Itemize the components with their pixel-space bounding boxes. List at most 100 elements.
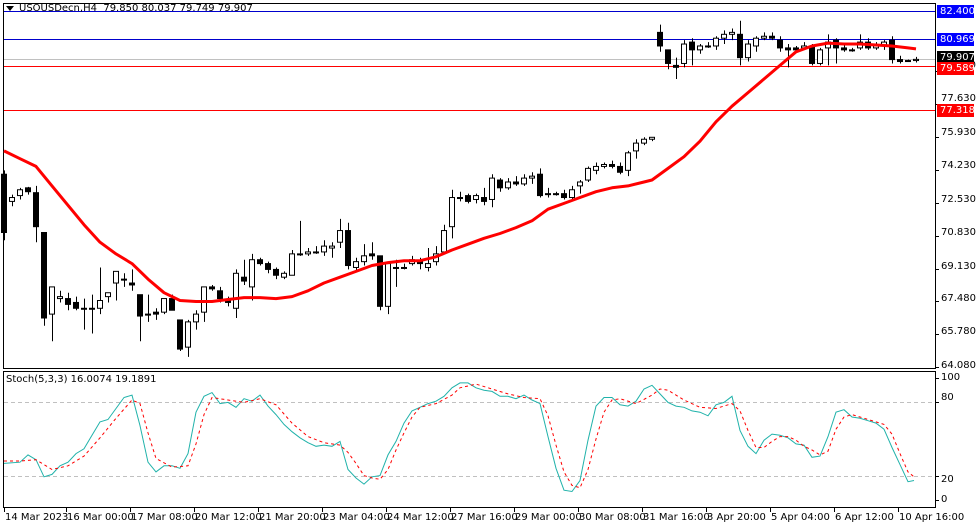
bullish-candle — [601, 163, 607, 167]
bearish-candle — [777, 39, 783, 49]
bearish-candle — [537, 173, 543, 197]
bullish-candle — [521, 177, 527, 185]
bullish-candle — [289, 253, 295, 276]
bullish-candle — [569, 189, 575, 199]
bearish-candle — [689, 41, 695, 51]
bullish-candle — [321, 245, 327, 253]
bullish-candle — [313, 251, 319, 254]
bullish-candle — [721, 33, 727, 39]
bullish-candle — [281, 272, 287, 278]
bearish-candle — [793, 47, 799, 51]
price-tick: 70.830 — [941, 227, 976, 238]
bullish-candle — [17, 189, 23, 197]
price-tick: 64.080 — [941, 360, 976, 371]
bullish-candle — [529, 175, 535, 179]
bullish-candle — [361, 255, 367, 263]
bullish-candle — [337, 230, 343, 243]
bearish-candle — [257, 259, 263, 265]
bearish-candle — [1, 173, 7, 234]
bearish-candle — [265, 263, 271, 270]
bullish-candle — [681, 43, 687, 64]
bullish-candle — [489, 177, 495, 200]
price-tick: 75.930 — [941, 127, 976, 138]
bullish-candle — [649, 136, 655, 140]
bullish-candle — [113, 270, 119, 284]
bullish-candle — [553, 193, 559, 196]
ohlc-values: 79.850 80.037 79.749 79.907 — [103, 3, 253, 14]
bearish-candle — [513, 181, 519, 185]
bullish-candle — [97, 300, 103, 309]
bearish-candle — [73, 301, 79, 309]
dropdown-arrow-icon[interactable] — [6, 5, 14, 11]
bullish-candle — [585, 167, 591, 181]
bullish-candle — [913, 58, 919, 62]
bearish-candle — [561, 193, 567, 199]
bearish-candle — [769, 35, 775, 39]
price-tick: 65.780 — [941, 326, 976, 337]
bearish-candle — [465, 195, 471, 202]
bullish-candle — [633, 142, 639, 152]
price-tick: 67.480 — [941, 293, 976, 304]
time-tick-label: 30 Mar 08:00 — [579, 512, 646, 523]
time-tick-label: 23 Mar 04:00 — [323, 512, 390, 523]
price-tag-label: 80.969 — [937, 33, 975, 46]
stochastic-indicator-label: Stoch(5,3,3) 16.0074 19.1891 — [6, 374, 157, 385]
bearish-candle — [137, 294, 143, 317]
bearish-candle — [345, 230, 351, 267]
bearish-candle — [209, 286, 215, 290]
bullish-candle — [233, 272, 239, 309]
bearish-candle — [129, 282, 135, 286]
bullish-candle — [401, 266, 407, 269]
bullish-candle — [625, 152, 631, 171]
bullish-candle — [353, 261, 359, 268]
moving-average-line — [3, 41, 917, 303]
stoch-signal-line — [4, 383, 915, 489]
bullish-candle — [457, 197, 463, 200]
time-tick-label: 10 Apr 16:00 — [899, 512, 965, 523]
bullish-candle — [505, 181, 511, 189]
price-tag-label: 79.907 — [937, 51, 975, 64]
symbol-timeframe: USOUSDecn,H4 — [19, 3, 97, 14]
price-tag-label: 79.589 — [937, 62, 975, 75]
bearish-candle — [481, 197, 487, 202]
bearish-candle — [617, 165, 623, 173]
bullish-candle — [121, 278, 127, 281]
time-tick-label: 5 Apr 04:00 — [771, 512, 830, 523]
bearish-candle — [809, 45, 815, 64]
bearish-candle — [737, 33, 743, 59]
stoch-tick: 80 — [941, 392, 954, 403]
stochastic-pane-frame — [3, 371, 936, 508]
bearish-candle — [153, 311, 159, 315]
price-tag-label: 82.400 — [937, 5, 975, 18]
bearish-candle — [841, 47, 847, 51]
bearish-candle — [497, 179, 503, 189]
bearish-candle — [377, 255, 383, 307]
bullish-candle — [185, 321, 191, 348]
bearish-candle — [657, 31, 663, 47]
bullish-candle — [193, 313, 199, 323]
price-tick: 77.630 — [941, 93, 976, 104]
bearish-candle — [665, 49, 671, 64]
bullish-candle — [49, 286, 55, 315]
bullish-candle — [577, 181, 583, 187]
bullish-candle — [745, 43, 751, 59]
bearish-candle — [369, 253, 375, 257]
time-tick-label: 27 Mar 16:00 — [451, 512, 518, 523]
bullish-candle — [441, 230, 447, 253]
bullish-candle — [753, 37, 759, 47]
bullish-candle — [705, 45, 711, 48]
price-tag-label: 77.318 — [937, 104, 975, 117]
bullish-candle — [329, 245, 335, 249]
stoch-tick: 0 — [941, 494, 948, 505]
time-tick-label: 24 Mar 12:00 — [387, 512, 454, 523]
bullish-candle — [201, 286, 207, 313]
bearish-candle — [41, 232, 47, 319]
bearish-candle — [889, 39, 895, 61]
bullish-candle — [161, 298, 167, 313]
bullish-candle — [57, 296, 63, 300]
bullish-candle — [145, 313, 151, 316]
stoch-main-line — [3, 382, 915, 493]
bullish-candle — [473, 195, 479, 200]
